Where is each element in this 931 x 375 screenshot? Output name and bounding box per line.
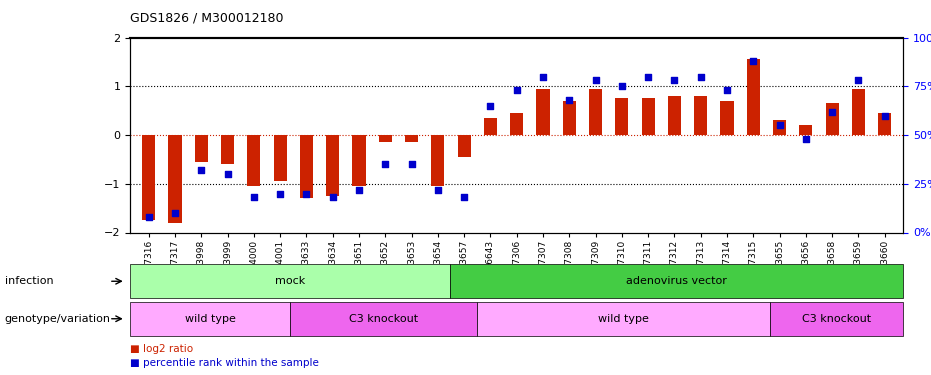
Point — [877, 112, 892, 118]
Bar — [510, 113, 523, 135]
Point — [483, 103, 498, 109]
Point — [799, 136, 814, 142]
Text: wild type: wild type — [185, 314, 236, 324]
Bar — [169, 135, 182, 223]
Bar — [274, 135, 287, 182]
Point — [299, 190, 314, 196]
Point — [720, 87, 735, 93]
Point — [561, 97, 576, 103]
Text: C3 knockout: C3 knockout — [349, 314, 418, 324]
Bar — [484, 118, 497, 135]
Point — [194, 167, 209, 173]
Bar — [379, 135, 392, 142]
Point — [746, 58, 761, 64]
Text: C3 knockout: C3 knockout — [802, 314, 871, 324]
Point — [588, 77, 603, 83]
Bar — [668, 96, 681, 135]
Point — [273, 190, 288, 196]
Bar — [431, 135, 444, 186]
Text: ■ percentile rank within the sample: ■ percentile rank within the sample — [130, 357, 319, 368]
Bar — [826, 104, 839, 135]
Bar — [773, 120, 786, 135]
Point — [694, 74, 708, 80]
Bar — [721, 101, 734, 135]
Bar — [695, 96, 708, 135]
Point — [825, 109, 840, 115]
Bar — [747, 59, 760, 135]
Bar — [589, 89, 602, 135]
Point — [430, 187, 445, 193]
Text: GDS1826 / M300012180: GDS1826 / M300012180 — [130, 11, 284, 24]
Bar — [221, 135, 235, 164]
Text: wild type: wild type — [598, 314, 649, 324]
Bar — [300, 135, 313, 198]
Point — [509, 87, 524, 93]
Point — [168, 210, 182, 216]
Bar — [536, 89, 549, 135]
Bar — [852, 89, 865, 135]
Bar — [799, 125, 813, 135]
Bar — [248, 135, 261, 186]
Point — [247, 194, 262, 200]
Bar — [878, 113, 891, 135]
Bar — [195, 135, 208, 162]
Text: genotype/variation: genotype/variation — [5, 314, 111, 324]
Point — [641, 74, 655, 80]
Point — [352, 187, 367, 193]
Point — [142, 214, 156, 220]
Bar — [457, 135, 471, 157]
Bar — [353, 135, 366, 186]
Text: ■ log2 ratio: ■ log2 ratio — [130, 344, 194, 354]
Bar — [562, 101, 576, 135]
Bar — [641, 99, 654, 135]
Bar — [326, 135, 339, 196]
Point — [325, 194, 340, 200]
Point — [667, 77, 681, 83]
Text: infection: infection — [5, 276, 53, 286]
Point — [851, 77, 866, 83]
Bar — [405, 135, 418, 142]
Point — [220, 171, 235, 177]
Text: adenovirus vector: adenovirus vector — [627, 276, 727, 286]
Text: mock: mock — [275, 276, 305, 286]
Point — [772, 122, 787, 128]
Bar — [615, 99, 628, 135]
Point — [614, 83, 629, 89]
Bar — [142, 135, 155, 220]
Point — [404, 161, 419, 167]
Point — [535, 74, 550, 80]
Point — [457, 194, 472, 200]
Point — [378, 161, 393, 167]
